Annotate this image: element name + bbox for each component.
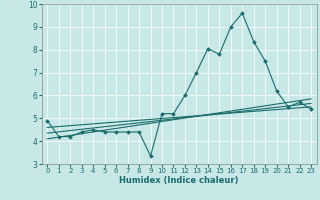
X-axis label: Humidex (Indice chaleur): Humidex (Indice chaleur)	[119, 176, 239, 185]
